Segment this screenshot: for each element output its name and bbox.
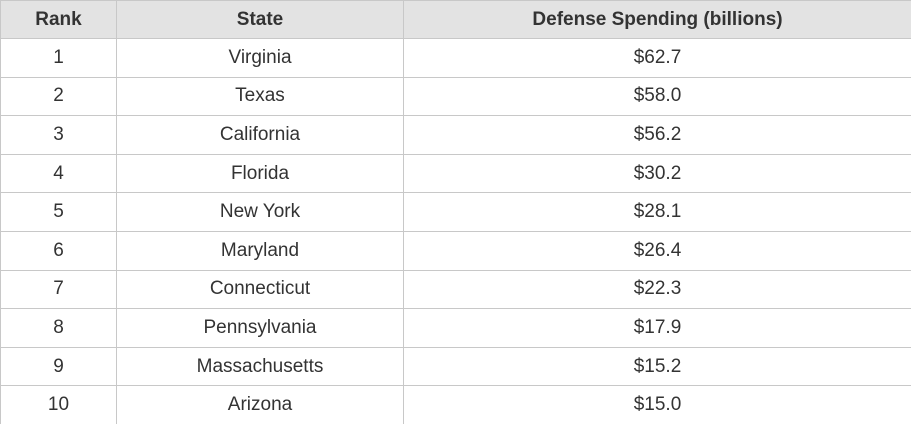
state-cell: Florida <box>117 154 404 193</box>
rank-cell: 6 <box>1 231 117 270</box>
state-cell: Virginia <box>117 39 404 78</box>
state-cell: Connecticut <box>117 270 404 309</box>
rank-cell: 2 <box>1 77 117 116</box>
state-cell: New York <box>117 193 404 232</box>
table-row: 1 Virginia $62.7 <box>1 39 911 78</box>
spending-cell: $28.1 <box>404 193 911 232</box>
table-row: 10 Arizona $15.0 <box>1 386 911 424</box>
state-cell: Massachusetts <box>117 347 404 386</box>
header-defense-spending: Defense Spending (billions) <box>404 1 911 39</box>
rank-cell: 7 <box>1 270 117 309</box>
rank-cell: 5 <box>1 193 117 232</box>
header-rank: Rank <box>1 1 117 39</box>
table-row: 6 Maryland $26.4 <box>1 231 911 270</box>
table-row: 2 Texas $58.0 <box>1 77 911 116</box>
table-row: 7 Connecticut $22.3 <box>1 270 911 309</box>
spending-cell: $30.2 <box>404 154 911 193</box>
table-row: 5 New York $28.1 <box>1 193 911 232</box>
spending-cell: $58.0 <box>404 77 911 116</box>
state-cell: Maryland <box>117 231 404 270</box>
rank-cell: 10 <box>1 386 117 424</box>
rank-cell: 4 <box>1 154 117 193</box>
spending-cell: $17.9 <box>404 309 911 348</box>
spending-cell: $26.4 <box>404 231 911 270</box>
spending-cell: $62.7 <box>404 39 911 78</box>
state-cell: Arizona <box>117 386 404 424</box>
spending-cell: $15.0 <box>404 386 911 424</box>
rank-cell: 1 <box>1 39 117 78</box>
header-row: Rank State Defense Spending (billions) <box>1 1 911 39</box>
table-row: 4 Florida $30.2 <box>1 154 911 193</box>
state-cell: Texas <box>117 77 404 116</box>
rank-cell: 9 <box>1 347 117 386</box>
rank-cell: 8 <box>1 309 117 348</box>
rank-cell: 3 <box>1 116 117 155</box>
state-cell: California <box>117 116 404 155</box>
spending-cell: $56.2 <box>404 116 911 155</box>
table-row: 8 Pennsylvania $17.9 <box>1 309 911 348</box>
table-row: 9 Massachusetts $15.2 <box>1 347 911 386</box>
spending-cell: $15.2 <box>404 347 911 386</box>
spending-cell: $22.3 <box>404 270 911 309</box>
table-row: 3 California $56.2 <box>1 116 911 155</box>
table-body: 1 Virginia $62.7 2 Texas $58.0 3 Califor… <box>1 39 911 424</box>
header-state: State <box>117 1 404 39</box>
table-header: Rank State Defense Spending (billions) <box>1 1 911 39</box>
state-cell: Pennsylvania <box>117 309 404 348</box>
